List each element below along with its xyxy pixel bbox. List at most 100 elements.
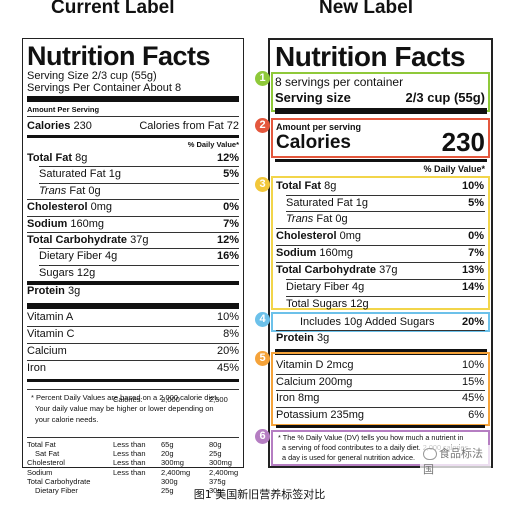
new-amount-per: Amount per serving <box>276 122 362 132</box>
nutrient-amount: 12g <box>76 266 96 279</box>
current-title: Nutrition Facts <box>27 41 211 71</box>
table-header-cell: 2,000 <box>161 395 180 404</box>
new-serving-size-row: Serving size 2/3 cup (55g) <box>275 90 485 105</box>
thick-divider <box>275 108 487 114</box>
table-cell: Less than <box>113 467 146 477</box>
current-nutrition-label: Nutrition Facts Serving Size 2/3 cup (55… <box>22 38 244 495</box>
new-footnote: * The % Daily Value (DV) tells you how m… <box>278 433 468 463</box>
divider <box>27 116 239 117</box>
footnote-line: Your daily value may be higher or lower … <box>35 404 214 413</box>
vitamin-name: Potassium 235mg <box>276 408 365 421</box>
table-cell: 20g <box>161 449 174 459</box>
divider <box>286 296 485 297</box>
nutrient-row: Protein 3g <box>27 285 239 297</box>
table-cell: Less than <box>113 440 146 449</box>
highlight-nutrients <box>271 176 490 310</box>
divider <box>27 389 239 390</box>
nutrient-row: Includes 10g Added Sugars 20% <box>300 316 484 328</box>
nutrient-row: Total Sugars 12g <box>286 298 484 310</box>
new-dv-header: % Daily Value* <box>423 164 485 174</box>
vitamin-row: Potassium 235mg 6% <box>276 409 484 421</box>
vitamin-dv: 45% <box>461 392 484 404</box>
nutrient-row: Trans Fat 0g <box>286 213 484 225</box>
highlight-added-sugars <box>271 312 490 332</box>
nutrient-name: Protein <box>27 285 65 298</box>
nutrient-amount: 0mg <box>90 201 112 214</box>
nutrient-row: Sugars 12g <box>39 267 239 279</box>
current-calories-fat: Calories from Fat 72 <box>139 120 239 132</box>
new-servings-per: 8 servings per container <box>275 75 404 89</box>
badge-6: 6 <box>255 429 270 444</box>
new-serving-size-value: 2/3 cup (55g) <box>405 90 485 105</box>
nutrient-dv: 12% <box>216 152 239 164</box>
vitamin-row: Vitamin D 2mcg 10% <box>276 359 484 371</box>
current-calories-value: 230 <box>73 120 92 132</box>
table-cell: Less than <box>113 458 146 468</box>
table-cell: Cholesterol <box>27 458 65 468</box>
nutrient-amount: 160mg <box>319 247 354 259</box>
nutrient-name: Total Fat <box>276 180 322 192</box>
table-cell: Total Fat <box>27 440 56 449</box>
nutrient-row: Cholesterol 0mg 0% <box>27 201 239 213</box>
nutrient-amount: 1g <box>355 197 368 209</box>
thick-divider <box>27 303 239 309</box>
new-nutrition-label: Nutrition Facts 8 servings per container… <box>268 38 493 477</box>
vitamin-name: Iron 8mg <box>276 392 320 404</box>
nutrient-name: Trans <box>286 213 314 225</box>
medium-divider <box>27 135 239 138</box>
table-header-cell: 2,500 <box>209 395 228 404</box>
vitamin-dv: 45% <box>216 362 239 374</box>
nutrient-row: Total Fat 8g 12% <box>27 152 239 164</box>
footnote-line: a serving of food contributes to a daily… <box>282 443 469 452</box>
nutrient-dv: 13% <box>461 264 484 276</box>
nutrient-amount: 8g <box>75 152 88 164</box>
nutrient-name: Cholesterol <box>276 230 337 242</box>
divider <box>286 279 485 280</box>
nutrient-dv: 0% <box>468 230 484 242</box>
nutrient-name: Sugars <box>39 266 74 279</box>
medium-divider <box>275 159 487 162</box>
medium-divider <box>27 379 239 382</box>
nutrient-row: Total Fat 8g 10% <box>276 180 484 192</box>
table-divider <box>27 437 239 438</box>
table-cell: 300mg <box>209 458 232 468</box>
vitamin-dv: 8% <box>223 328 239 340</box>
nutrient-row: Saturated Fat 1g 5% <box>286 197 484 209</box>
table-cell: 25g <box>161 486 174 495</box>
new-title: Nutrition Facts <box>275 41 466 72</box>
divider <box>286 211 485 212</box>
nutrient-name: Protein <box>276 332 314 344</box>
nutrient-row: Cholesterol 0mg 0% <box>276 230 484 242</box>
divider <box>39 166 239 168</box>
nutrient-name: Saturated Fat <box>286 197 353 209</box>
vitamin-name: Iron <box>27 362 46 374</box>
nutrient-name: Saturated Fat <box>39 168 106 181</box>
nutrient-amount: 8g <box>324 180 337 192</box>
table-cell: Sodium <box>27 467 53 477</box>
nutrient-row: Dietary Fiber 4g 16% <box>39 250 239 262</box>
divider <box>39 182 239 184</box>
vitamin-name: Vitamin C <box>27 328 75 340</box>
nutrient-name: Total Sugars <box>286 298 348 310</box>
badge-5: 5 <box>255 351 270 366</box>
nutrient-amount: 3g <box>67 285 81 298</box>
new-label-heading: New Label <box>319 0 413 18</box>
nutrient-dv: 20% <box>461 316 484 328</box>
nutrient-dv: 5% <box>468 197 484 209</box>
footnote-line: * Percent Daily Values are based on a 2,… <box>31 393 219 402</box>
nutrient-dv: 10% <box>461 180 484 192</box>
nutrient-dv: 16% <box>216 250 239 263</box>
footnote-line: * The % Daily Value (DV) tells you how m… <box>278 433 464 442</box>
vitamin-dv: 6% <box>468 408 484 421</box>
thick-divider <box>27 96 239 102</box>
nutrient-name: Trans <box>39 184 67 197</box>
table-cell: Sat Fat <box>35 449 60 459</box>
divider <box>27 326 239 327</box>
footnote-line: your calorie needs. <box>35 415 99 424</box>
nutrient-amount: 0mg <box>339 230 361 242</box>
nutrient-name: Sodium <box>27 217 68 230</box>
nutrient-row: Sodium 160mg 7% <box>276 247 484 259</box>
vitamin-name: Calcium 200mg <box>276 375 353 388</box>
vitamin-dv: 20% <box>216 345 239 357</box>
nutrient-name: Total Fat <box>27 152 73 164</box>
